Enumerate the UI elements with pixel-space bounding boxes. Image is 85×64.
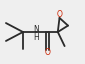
Text: H: H [33,33,39,42]
Text: N: N [33,25,39,34]
Text: O: O [57,10,62,19]
Text: O: O [45,48,51,57]
